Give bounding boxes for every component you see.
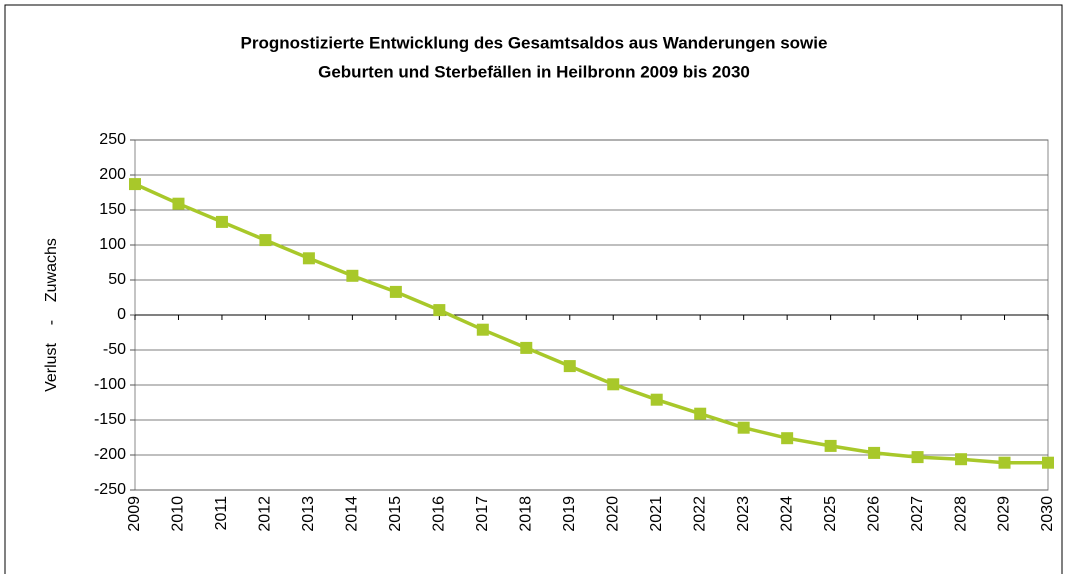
marker bbox=[215, 215, 228, 228]
chart-frame bbox=[4, 4, 1063, 574]
x-tick-label: 2021 bbox=[648, 496, 665, 532]
y-tick-label: 150 bbox=[99, 201, 126, 218]
x-tick-label: 2009 bbox=[126, 496, 143, 532]
marker bbox=[607, 378, 620, 391]
x-tick-label: 2018 bbox=[518, 496, 535, 532]
marker bbox=[781, 432, 794, 445]
marker bbox=[1042, 456, 1054, 469]
marker bbox=[389, 285, 402, 298]
marker bbox=[476, 323, 489, 336]
y-tick-label: 50 bbox=[108, 271, 126, 288]
y-tick-label: 200 bbox=[99, 166, 126, 183]
chart-title: Geburten und Sterbefällen in Heilbronn 2… bbox=[318, 62, 750, 81]
y-tick-label: 100 bbox=[99, 236, 126, 253]
y-tick-label: -150 bbox=[94, 411, 126, 428]
marker bbox=[172, 197, 185, 210]
marker bbox=[346, 269, 359, 282]
x-tick-label: 2028 bbox=[952, 496, 969, 532]
marker bbox=[824, 439, 837, 452]
marker bbox=[868, 446, 881, 459]
marker bbox=[129, 178, 141, 191]
y-tick-label: -50 bbox=[103, 341, 126, 358]
marker bbox=[911, 451, 924, 464]
x-tick-label: 2030 bbox=[1039, 496, 1056, 532]
y-tick-label: -250 bbox=[94, 481, 126, 498]
marker bbox=[433, 304, 446, 317]
x-tick-label: 2022 bbox=[691, 496, 708, 532]
marker bbox=[650, 393, 663, 406]
x-tick-label: 2011 bbox=[213, 496, 230, 531]
y-tick-label: 250 bbox=[99, 131, 126, 148]
x-tick-label: 2010 bbox=[170, 496, 187, 532]
x-tick-label: 2016 bbox=[431, 496, 448, 532]
x-tick-label: 2012 bbox=[257, 496, 274, 532]
x-tick-label: 2025 bbox=[822, 496, 839, 532]
y-tick-label: -100 bbox=[94, 376, 126, 393]
marker bbox=[302, 252, 315, 265]
x-tick-label: 2024 bbox=[778, 496, 795, 532]
x-tick-label: 2013 bbox=[300, 496, 317, 532]
x-tick-label: 2017 bbox=[474, 496, 491, 532]
x-tick-label: 2029 bbox=[996, 496, 1013, 532]
line bbox=[134, 182, 1048, 465]
x-tick-label: 2027 bbox=[909, 496, 926, 532]
marker bbox=[737, 421, 750, 434]
marker bbox=[955, 453, 968, 466]
x-tick-label: 2019 bbox=[561, 496, 578, 532]
chart-title: Prognostizierte Entwicklung des Gesamtsa… bbox=[241, 33, 828, 52]
marker bbox=[998, 456, 1011, 469]
x-tick-label: 2020 bbox=[604, 496, 621, 532]
y-tick-label: 0 bbox=[117, 306, 126, 323]
marker bbox=[563, 360, 576, 373]
marker bbox=[259, 234, 272, 247]
x-tick-label: 2026 bbox=[865, 496, 882, 532]
marker bbox=[520, 341, 533, 354]
x-tick-label: 2015 bbox=[387, 496, 404, 532]
x-tick-label: 2014 bbox=[344, 496, 361, 532]
y-axis-label: Verlust - Zuwachs bbox=[43, 238, 60, 392]
marker bbox=[694, 407, 707, 420]
x-tick-label: 2023 bbox=[735, 496, 752, 532]
y-tick-label: -200 bbox=[94, 446, 126, 463]
